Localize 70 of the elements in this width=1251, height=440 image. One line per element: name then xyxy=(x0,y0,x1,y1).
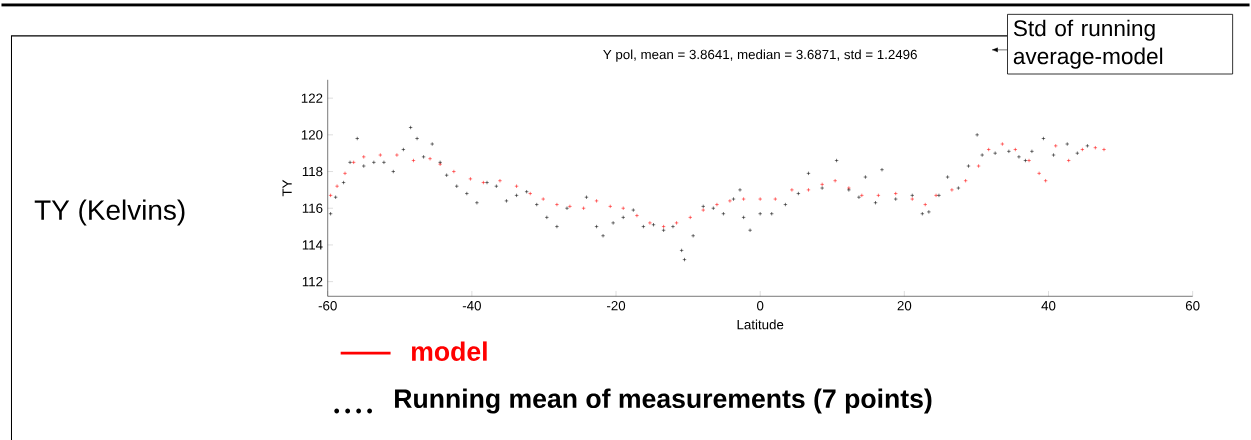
point xyxy=(789,187,794,192)
point xyxy=(741,196,746,201)
point xyxy=(328,193,333,198)
point xyxy=(554,202,559,207)
legend-label: Running mean of measurements (7 points) xyxy=(395,388,932,414)
y-axis-title: TY xyxy=(282,179,292,197)
point xyxy=(1037,171,1042,176)
text: TY (Kelvins) xyxy=(34,199,185,226)
point xyxy=(411,158,416,163)
point xyxy=(1080,147,1085,152)
point xyxy=(581,205,586,210)
point xyxy=(608,204,613,209)
x-axis-title: Latitude xyxy=(737,319,784,330)
point xyxy=(481,180,486,185)
point xyxy=(468,176,473,181)
legend-label: model xyxy=(411,341,487,361)
point xyxy=(949,187,954,192)
point xyxy=(621,205,626,210)
point xyxy=(963,178,968,183)
point xyxy=(674,220,679,225)
y-tick-label: 120 xyxy=(301,129,323,140)
y-tick-label: 122 xyxy=(301,93,323,103)
point xyxy=(773,196,778,201)
point xyxy=(806,187,811,192)
point xyxy=(1000,141,1005,146)
point xyxy=(876,193,881,198)
point xyxy=(833,178,838,183)
point xyxy=(1043,178,1048,183)
point xyxy=(1093,145,1098,150)
x-tick-label: 60 xyxy=(1185,300,1200,311)
point xyxy=(1102,147,1106,152)
x-tick-label: -60 xyxy=(318,300,337,311)
point xyxy=(1066,158,1071,163)
point xyxy=(361,154,366,159)
point xyxy=(634,213,639,218)
y-tick-label: 112 xyxy=(302,276,323,287)
point xyxy=(497,178,502,183)
point xyxy=(976,163,981,168)
point xyxy=(343,171,348,176)
point xyxy=(986,147,991,152)
point xyxy=(923,202,928,207)
point xyxy=(758,196,763,201)
point xyxy=(661,224,666,229)
point xyxy=(1027,158,1032,163)
text: Std of running average-model xyxy=(1013,19,1163,69)
x-tick-label: 20 xyxy=(897,300,912,311)
point xyxy=(688,215,693,220)
point xyxy=(335,183,340,188)
point xyxy=(541,196,546,201)
point xyxy=(394,152,399,157)
chart-title: Y pol, mean = 3.8641, median = 3.6871, std = 1.2496 xyxy=(603,49,917,62)
point xyxy=(378,152,383,157)
point xyxy=(514,183,519,188)
point xyxy=(594,198,599,203)
point xyxy=(428,156,433,161)
x-tick-label: 0 xyxy=(757,300,764,311)
y-tick-label: 114 xyxy=(302,240,323,250)
point xyxy=(647,220,652,225)
x-tick-label: 40 xyxy=(1041,300,1056,311)
point xyxy=(451,169,456,174)
point xyxy=(893,191,898,196)
point xyxy=(714,202,719,207)
x-tick-label: -20 xyxy=(607,300,626,311)
x-tick-label: -40 xyxy=(462,300,481,311)
point xyxy=(727,198,732,203)
y-tick-label: 118 xyxy=(302,166,323,176)
y-tick-label: 116 xyxy=(302,203,323,213)
point xyxy=(1053,143,1058,148)
point xyxy=(528,191,533,196)
point xyxy=(1013,147,1018,152)
